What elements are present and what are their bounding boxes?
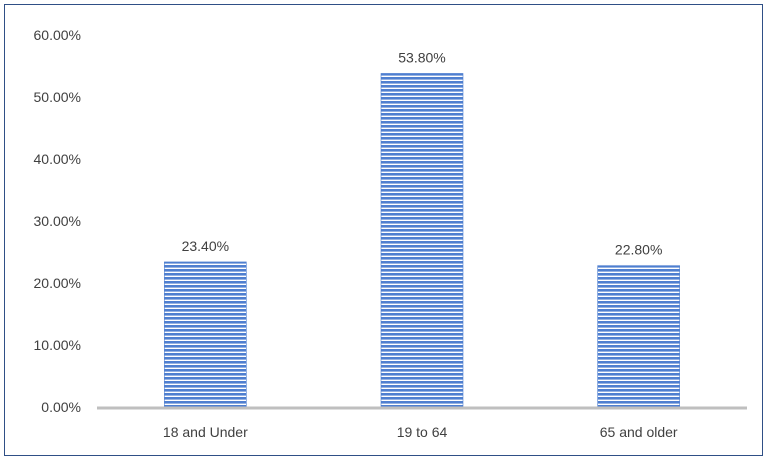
bars: 23.40% 53.80% 22.80%	[164, 49, 680, 408]
y-tick-label: 50.00%	[34, 89, 81, 105]
bar	[380, 73, 464, 408]
bar-chart: 0.00% 10.00% 20.00% 30.00% 40.00% 50.00% 60.00…	[34, 27, 747, 440]
y-axis: 0.00% 10.00% 20.00% 30.00% 40.00% 50.00% 60.00…	[34, 27, 81, 415]
y-tick-label: 10.00%	[34, 337, 81, 353]
y-tick-label: 30.00%	[34, 213, 81, 229]
y-tick-label: 20.00%	[34, 275, 81, 291]
x-tick-label: 19 to 64	[397, 424, 448, 440]
bar-data-label: 22.80%	[615, 242, 662, 258]
y-tick-label: 0.00%	[41, 399, 81, 415]
x-tick-label: 65 and older	[600, 424, 678, 440]
y-tick-label: 40.00%	[34, 151, 81, 167]
bar-data-label: 23.40%	[182, 238, 229, 254]
x-axis: 18 and Under 19 to 64 65 and older	[97, 406, 747, 440]
chart-frame: 0.00% 10.00% 20.00% 30.00% 40.00% 50.00% 60.00…	[4, 4, 763, 456]
x-tick-label: 18 and Under	[163, 424, 248, 440]
bar	[597, 265, 680, 408]
y-tick-label: 60.00%	[34, 27, 81, 43]
bar-data-label: 53.80%	[398, 49, 445, 65]
bar	[164, 261, 247, 408]
